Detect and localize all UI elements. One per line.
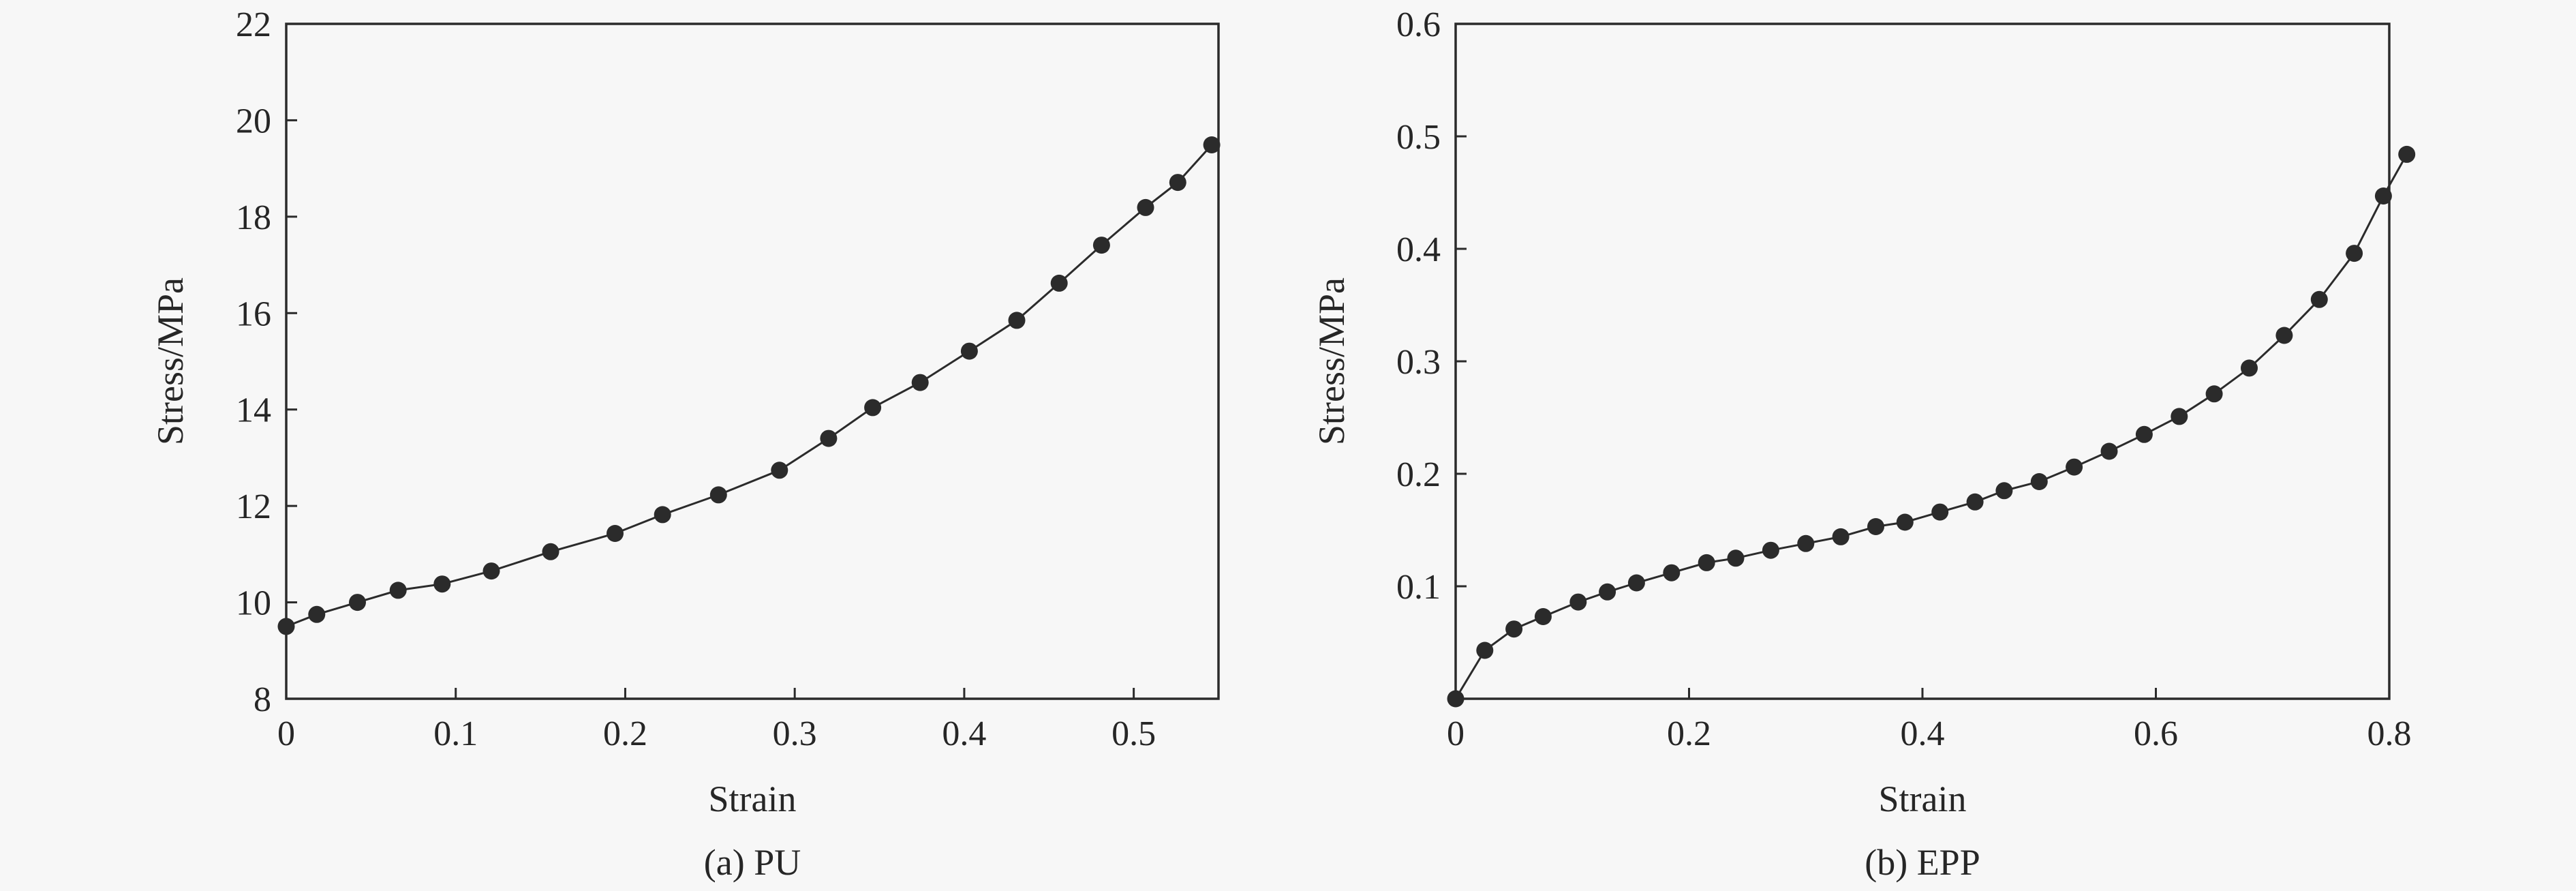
y-tick-label: 0.1 [1396, 568, 1441, 607]
y-axis-ticks: 0.1 0.2 0.3 0.4 0.5 0.6 [1396, 5, 1467, 607]
x-axis-ticks: 0 0.2 0.4 0.6 0.8 [1447, 688, 2412, 753]
x-axis-ticks: 0 0.1 0.2 0.3 0.4 0.5 [277, 688, 1156, 753]
series-points [1447, 145, 2416, 708]
data-point [960, 342, 978, 360]
x-tick-label: 0.4 [942, 714, 986, 753]
x-tick-label: 0.6 [2134, 714, 2178, 753]
y-tick-label: 14 [236, 391, 271, 430]
y-axis-label: Stress/MPa [150, 277, 191, 445]
data-point [2100, 442, 2118, 460]
panel-caption: (a) PU [704, 842, 801, 883]
y-axis-label: Stress/MPa [1311, 277, 1352, 445]
data-point [1896, 513, 1914, 531]
x-tick-label: 0.1 [433, 714, 478, 753]
x-tick-label: 0.5 [1111, 714, 1156, 753]
data-point [2374, 187, 2392, 205]
y-axis-ticks: 8 10 12 14 16 18 20 22 [236, 5, 297, 719]
data-point [2398, 145, 2416, 163]
y-tick-label: 18 [236, 198, 271, 237]
x-axis-label: Strain [709, 779, 797, 819]
panel-caption: (b) EPP [1865, 842, 1980, 883]
data-point [1727, 549, 1745, 567]
data-point [1663, 564, 1681, 582]
data-point [2241, 359, 2258, 377]
data-point [1995, 482, 2013, 500]
data-point [1203, 136, 1221, 153]
y-tick-label: 0.3 [1396, 343, 1441, 382]
y-tick-label: 0.4 [1396, 230, 1441, 269]
y-tick-label: 20 [236, 102, 271, 140]
data-point [654, 506, 671, 524]
data-point [864, 399, 882, 417]
data-point [1092, 237, 1110, 254]
data-point [607, 525, 624, 542]
x-axis-label: Strain [1879, 779, 1967, 819]
y-tick-label: 12 [236, 487, 271, 526]
data-point [2346, 245, 2363, 262]
data-point [1169, 174, 1186, 192]
data-point [2030, 473, 2048, 490]
data-point [771, 462, 788, 479]
data-point [1966, 493, 1984, 511]
y-tick-label: 16 [236, 295, 271, 333]
data-point [2066, 458, 2083, 476]
y-tick-label: 0.5 [1396, 118, 1441, 157]
data-point [2310, 290, 2328, 308]
plot-frame [285, 22, 1220, 700]
data-point [2135, 425, 2153, 443]
x-tick-label: 0 [1447, 714, 1465, 753]
data-point [349, 594, 366, 611]
x-tick-label: 0.8 [2367, 714, 2412, 753]
data-point [1050, 274, 1068, 292]
data-point [308, 605, 326, 623]
data-point [1867, 518, 1884, 535]
x-tick-label: 0.2 [603, 714, 647, 753]
data-point [2171, 408, 2188, 425]
data-point [1137, 198, 1154, 216]
data-point [1569, 593, 1587, 611]
data-point [1476, 641, 1494, 659]
data-point [709, 486, 727, 504]
data-point [1447, 690, 1465, 708]
x-tick-label: 0 [277, 714, 295, 753]
y-tick-label: 22 [236, 5, 271, 44]
data-point [1698, 554, 1715, 571]
data-point [1931, 503, 1949, 521]
data-point [389, 582, 407, 599]
data-point [1534, 608, 1552, 625]
x-tick-label: 0.3 [773, 714, 817, 753]
data-point [1832, 528, 1850, 545]
data-point [911, 374, 929, 391]
x-tick-label: 0.2 [1667, 714, 1711, 753]
y-tick-label: 8 [254, 680, 271, 719]
y-tick-label: 0.6 [1396, 5, 1441, 44]
series-points [277, 136, 1221, 635]
data-point [1599, 583, 1616, 601]
data-point [1797, 534, 1815, 552]
data-point [2275, 327, 2293, 344]
y-tick-label: 0.2 [1396, 455, 1441, 494]
x-tick-label: 0.4 [1901, 714, 1945, 753]
data-point [1762, 541, 1779, 559]
data-point [820, 429, 838, 447]
y-tick-label: 10 [236, 584, 271, 623]
data-point [1008, 312, 1026, 329]
data-point [433, 575, 451, 593]
data-point [1505, 620, 1523, 638]
data-point [277, 618, 295, 635]
data-point [1627, 574, 1645, 592]
data-point [542, 543, 559, 560]
chart-panel-b: 0 0.2 0.4 0.6 0.8 0.10.20.30.40.50.6 Strain … [1311, 5, 2416, 883]
data-point [2205, 385, 2223, 403]
data-point [482, 562, 500, 580]
